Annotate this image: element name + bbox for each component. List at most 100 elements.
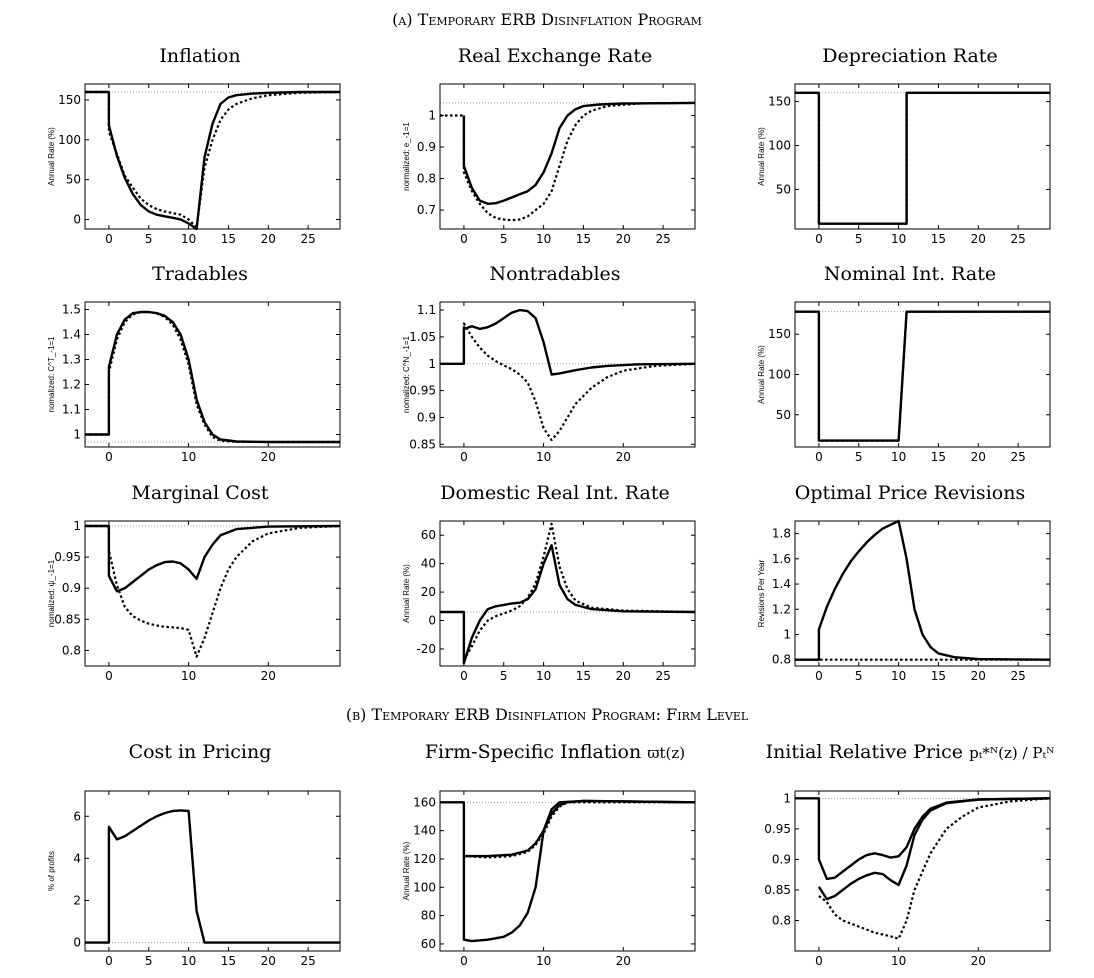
y-tick-label: 160 bbox=[413, 795, 436, 809]
y-tick-label: 0.8 bbox=[772, 913, 791, 927]
x-tick-label: 10 bbox=[891, 669, 906, 683]
chart-cost-in-pricing: 0 5 10 15 20 25 0 2 4 6 % of profits bbox=[47, 790, 341, 968]
y-axis-label: Annual Rate (%) bbox=[402, 841, 411, 900]
series-line-solid-0 bbox=[795, 797, 1051, 881]
x-tick-label: 0 bbox=[105, 450, 113, 464]
y-axis-label: Annual Rate (%) bbox=[757, 127, 766, 186]
x-tick-label: 25 bbox=[655, 669, 670, 683]
x-tick-label: 10 bbox=[891, 954, 906, 968]
x-tick-label: 25 bbox=[300, 232, 315, 246]
plot-frame bbox=[794, 301, 1051, 448]
series-line-dotted-1 bbox=[795, 91, 1050, 225]
chart-inflation: 0 5 10 15 20 25 0 50 100 150 Annual Rate (%) bbox=[47, 83, 341, 246]
y-axis-label: normalized: e_-1=1 bbox=[402, 122, 411, 191]
panel-title-depreciation-rate: Depreciation Rate bbox=[822, 45, 998, 67]
x-tick-label: 10 bbox=[891, 450, 906, 464]
plot-frame bbox=[84, 790, 341, 952]
x-tick-label: 10 bbox=[181, 232, 196, 246]
series-line-solid-0 bbox=[85, 809, 340, 944]
y-tick-label: 50 bbox=[66, 173, 81, 187]
x-tick-label: 20 bbox=[971, 954, 986, 968]
y-tick-label: 0 bbox=[428, 614, 436, 628]
y-tick-label: 0.95 bbox=[764, 822, 791, 836]
plot-frame bbox=[794, 83, 1051, 230]
y-tick-label: 1.5 bbox=[62, 303, 81, 317]
x-tick-label: 5 bbox=[145, 954, 153, 968]
x-tick-label: 20 bbox=[261, 450, 276, 464]
x-tick-label: 0 bbox=[815, 232, 823, 246]
x-tick-label: 10 bbox=[891, 232, 906, 246]
series-line-solid-0 bbox=[440, 799, 696, 858]
chart-real-exchange-rate: 0 5 10 15 20 25 0.7 0.8 0.9 1 normalized: e_-1=1 bbox=[402, 83, 696, 246]
x-tick-label: 5 bbox=[500, 669, 508, 683]
y-tick-label: 60 bbox=[421, 937, 436, 951]
x-tick-label: 10 bbox=[181, 954, 196, 968]
y-tick-label: 1.2 bbox=[62, 378, 81, 392]
y-tick-label: 150 bbox=[768, 95, 791, 109]
x-tick-label: 0 bbox=[815, 450, 823, 464]
x-tick-label: 10 bbox=[536, 954, 551, 968]
plot-frame bbox=[84, 520, 341, 667]
x-tick-label: 20 bbox=[616, 450, 631, 464]
x-tick-label: 15 bbox=[931, 669, 946, 683]
y-tick-label: 0.9 bbox=[772, 852, 791, 866]
y-tick-label: 150 bbox=[58, 93, 81, 107]
panel-title-initial-relative-price: Initial Relative Price pₜ*ᴺ(z) / Pₜᴺ bbox=[760, 741, 1060, 763]
y-tick-label: 20 bbox=[421, 585, 436, 599]
y-tick-label: 1.2 bbox=[772, 602, 791, 616]
plot-frame bbox=[439, 520, 696, 667]
x-tick-label: 0 bbox=[460, 232, 468, 246]
plot-frame bbox=[794, 520, 1051, 667]
y-tick-label: 1.4 bbox=[772, 577, 791, 591]
y-tick-label: 1 bbox=[783, 791, 791, 805]
y-tick-label: 1.3 bbox=[62, 353, 81, 367]
x-tick-label: 15 bbox=[931, 450, 946, 464]
plot-frame bbox=[794, 790, 1051, 952]
y-axis-label: % of profits bbox=[47, 851, 56, 891]
x-tick-label: 0 bbox=[105, 954, 113, 968]
firm-inflation-title-math: ϖt(z) bbox=[647, 744, 686, 762]
x-tick-label: 20 bbox=[616, 669, 631, 683]
panel-title-firm-specific-inflation: Firm-Specific Inflation ϖt(z) bbox=[405, 741, 705, 763]
y-axis-label: nomalized: ψ_-1=1 bbox=[47, 559, 56, 627]
x-tick-label: 0 bbox=[815, 669, 823, 683]
y-tick-label: 1 bbox=[428, 357, 436, 371]
plot-frame bbox=[439, 83, 696, 230]
series-line-dotted-1 bbox=[85, 524, 341, 658]
y-tick-label: 40 bbox=[421, 557, 436, 571]
x-tick-label: 25 bbox=[1010, 450, 1025, 464]
series-line-solid-0 bbox=[85, 310, 340, 444]
series-line-solid-0 bbox=[795, 310, 1050, 442]
panel-title-nominal-int-rate: Nominal Int. Rate bbox=[823, 263, 997, 285]
series-line-solid-0 bbox=[85, 90, 340, 231]
y-tick-label: 0.8 bbox=[62, 643, 81, 657]
x-tick-label: 20 bbox=[971, 669, 986, 683]
panel-title-domestic-real-int-rate: Domestic Real Int. Rate bbox=[440, 482, 670, 504]
chart-depreciation-rate: 0 5 10 15 20 25 50 100 150 Annual Rate (%) bbox=[757, 83, 1051, 246]
y-tick-label: 0.95 bbox=[409, 384, 436, 398]
x-tick-label: 5 bbox=[855, 450, 863, 464]
x-tick-label: 10 bbox=[181, 450, 196, 464]
y-tick-label: 1.1 bbox=[62, 403, 81, 417]
y-tick-label: 6 bbox=[73, 809, 81, 823]
x-tick-label: 0 bbox=[460, 954, 468, 968]
series-line-solid-1 bbox=[462, 799, 696, 943]
x-tick-label: 0 bbox=[105, 232, 113, 246]
x-tick-label: 10 bbox=[536, 450, 551, 464]
y-tick-label: 1.1 bbox=[417, 303, 436, 317]
firm-inflation-title-text: Firm-Specific Inflation bbox=[424, 741, 642, 763]
series-line-dotted-2 bbox=[818, 797, 1051, 940]
x-tick-label: 25 bbox=[300, 954, 315, 968]
series-line-dotted-1 bbox=[462, 522, 696, 661]
series-line-dotted-1 bbox=[462, 322, 696, 442]
y-tick-label: 2 bbox=[73, 893, 81, 907]
x-tick-label: 10 bbox=[536, 232, 551, 246]
x-tick-label: 0 bbox=[105, 669, 113, 683]
x-tick-label: 15 bbox=[221, 232, 236, 246]
y-tick-label: 0.9 bbox=[417, 410, 436, 424]
y-tick-label: 60 bbox=[421, 528, 436, 542]
series-line-dotted-1 bbox=[795, 310, 1050, 442]
x-tick-label: 0 bbox=[815, 954, 823, 968]
y-axis-label: nomalized: C^T_-1=1 bbox=[47, 336, 56, 413]
x-tick-label: 0 bbox=[460, 669, 468, 683]
